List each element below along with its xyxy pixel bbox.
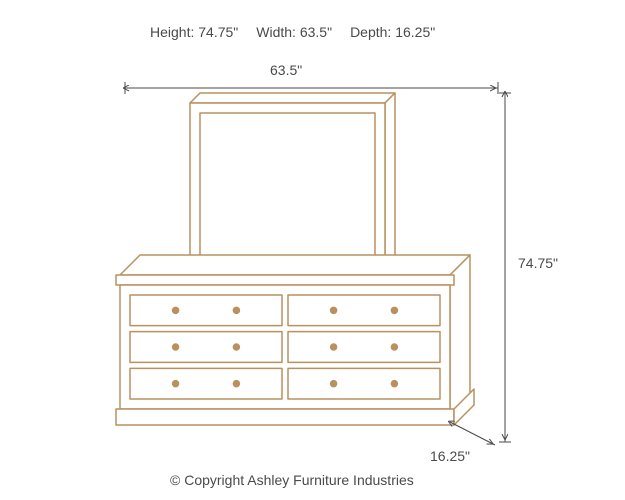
- furniture-diagram: [0, 0, 625, 500]
